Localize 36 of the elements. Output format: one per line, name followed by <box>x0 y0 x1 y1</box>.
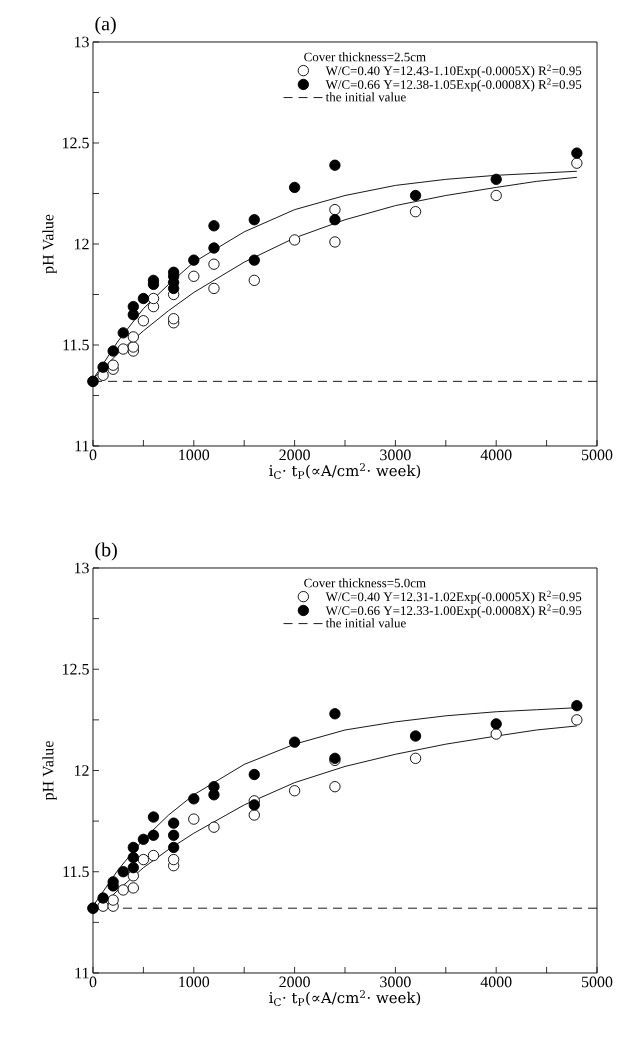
y-axis-title: pH Value <box>42 214 57 274</box>
x-tick-label: 4000 <box>480 449 512 461</box>
x-tick-label: 3000 <box>380 449 411 461</box>
legend-label: W/C=0.40 Y=12.43-1.10Exp(-0.0005X) R$^{2}$=0.95 <box>325 64 582 78</box>
x-tick-label: 3000 <box>380 976 411 988</box>
x-tick-label: 1000 <box>179 449 210 461</box>
x-axis-title: i$_{C}$· t$_{P}$(∝A/cm$^{2}$· week) <box>269 990 421 1007</box>
legend-label: the initial value <box>325 618 406 628</box>
x-tick-label: 5000 <box>581 976 613 988</box>
x-axis-title: i$_{C}$· t$_{P}$(∝A/cm$^{2}$· week) <box>269 463 421 480</box>
y-tick-label: 13 <box>74 36 89 48</box>
x-tick-label: 4000 <box>480 976 512 988</box>
legend-label: W/C=0.40 Y=12.31-1.02Exp(-0.0005X) R$^{2}$=0.95 <box>325 590 582 604</box>
y-tick-label: 12.5 <box>62 137 89 149</box>
x-tick-label: 2000 <box>279 976 310 988</box>
x-tick-label: 5000 <box>581 449 613 461</box>
x-tick-label: 2000 <box>279 449 310 461</box>
y-tick-label: 11 <box>75 967 89 979</box>
y-tick-label: 12 <box>74 765 89 776</box>
y-tick-label: 11.5 <box>63 339 89 351</box>
legend-title: Cover thickness=5.0cm <box>304 578 426 588</box>
y-tick-label: 13 <box>74 562 89 574</box>
y-tick-label: 11.5 <box>63 866 89 878</box>
legend-label: the initial value <box>325 92 406 102</box>
y-axis-title: pH Value <box>42 741 57 801</box>
y-tick-label: 12.5 <box>62 663 89 675</box>
legend-label: W/C=0.66 Y=12.38-1.05Exp(-0.0008X) R$^{2}$=0.95 <box>325 78 582 92</box>
x-tick-label: 1000 <box>179 976 210 988</box>
y-tick-label: 12 <box>74 238 89 250</box>
x-tick-label: 0 <box>89 449 97 461</box>
y-tick-label: 11 <box>75 440 89 452</box>
chart-title: (a) <box>95 16 116 35</box>
chart-title: (b) <box>95 542 117 561</box>
legend-label: W/C=0.66 Y=12.33-1.00Exp(-0.0008X) R$^{2}$=0.95 <box>325 604 582 618</box>
x-tick-label: 0 <box>89 976 97 988</box>
legend-title: Cover thickness=2.5cm <box>304 52 426 62</box>
